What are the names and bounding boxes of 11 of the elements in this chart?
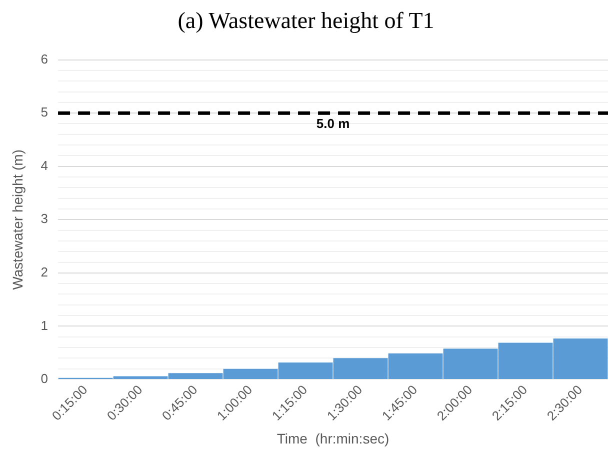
y-tick-label: 3 [40,211,48,226]
y-axis-title: Wastewater height (m) [9,149,26,290]
chart-title: (a) Wastewater height of T1 [176,8,436,35]
y-tick-label: 4 [40,158,48,173]
y-tick-label: 5 [40,104,48,120]
y-tick-label: 2 [40,264,48,280]
y-tick-label: 1 [40,318,48,333]
ref-line-label: 5.0 m [316,116,350,132]
y-tick-label: 0 [40,371,48,386]
x-axis-title: Time (hr:min:sec) [276,430,390,446]
y-tick-label: 6 [40,51,48,66]
